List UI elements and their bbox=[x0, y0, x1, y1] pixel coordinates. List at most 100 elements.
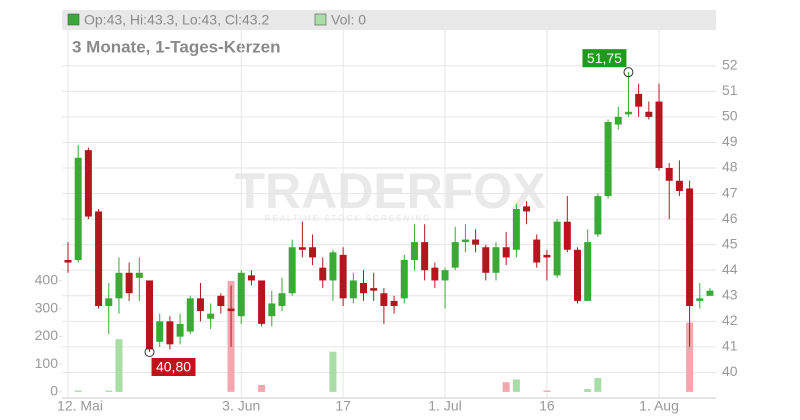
y-tick-label: 44 bbox=[722, 261, 738, 277]
watermark: TRADERFOX bbox=[234, 163, 545, 219]
candle-body bbox=[227, 308, 235, 312]
volume-bar bbox=[686, 322, 694, 392]
candle-body bbox=[125, 272, 133, 294]
candle-body bbox=[217, 295, 225, 306]
candle-body bbox=[594, 196, 602, 235]
x-tick-label: 17 bbox=[335, 398, 351, 414]
candle-body bbox=[309, 247, 317, 258]
candle-body bbox=[512, 208, 520, 250]
header-ohlc: Op:43, Hi:43.3, Lo:43, Cl:43.2 bbox=[84, 12, 269, 28]
volume-bar bbox=[115, 339, 123, 392]
candle-body bbox=[196, 298, 204, 312]
y-tick-label: 48 bbox=[722, 159, 738, 175]
annotation-box bbox=[151, 358, 196, 376]
header-volume: Vol: 0 bbox=[331, 12, 366, 28]
y2-tick-label: 400 bbox=[35, 272, 59, 288]
candle-body bbox=[675, 180, 683, 191]
candle-body bbox=[156, 321, 164, 342]
candle-body bbox=[360, 283, 368, 294]
candle-body bbox=[258, 280, 266, 324]
y-tick-label: 49 bbox=[722, 133, 738, 149]
y-tick-label: 50 bbox=[722, 108, 738, 124]
volume-bar bbox=[329, 351, 337, 392]
candle-body bbox=[166, 321, 174, 345]
candle-body bbox=[278, 293, 286, 306]
volume-bar bbox=[543, 390, 551, 392]
annotation-label: 40,80 bbox=[156, 359, 191, 375]
candle-body bbox=[329, 252, 337, 281]
watermark-sub: REALTIME STOCK SCREENING bbox=[265, 214, 432, 223]
x-tick-label: 16 bbox=[539, 398, 555, 414]
header-icon bbox=[67, 13, 80, 26]
annotation-label: 51,75 bbox=[587, 50, 622, 66]
y2-tick-label: 300 bbox=[35, 299, 59, 315]
candle-body bbox=[553, 221, 561, 276]
candle-body bbox=[207, 313, 215, 319]
candle-body bbox=[604, 122, 612, 197]
volume-bar bbox=[258, 384, 266, 392]
candle-body bbox=[574, 249, 581, 301]
candle-body bbox=[186, 298, 194, 332]
candle-body bbox=[370, 288, 378, 291]
candle-body bbox=[115, 272, 123, 299]
y-tick-label: 41 bbox=[722, 338, 738, 354]
candle-body bbox=[380, 293, 388, 306]
candle-body bbox=[84, 150, 92, 217]
candle-body bbox=[349, 280, 357, 299]
y-tick-label: 52 bbox=[722, 56, 738, 72]
y2-tick-label: 0 bbox=[50, 383, 58, 399]
volume-bar bbox=[74, 390, 82, 392]
annotation-marker bbox=[144, 347, 155, 357]
candle-body bbox=[319, 267, 327, 281]
candle-body bbox=[665, 168, 673, 181]
header-band bbox=[62, 10, 716, 30]
y-tick-label: 42 bbox=[722, 312, 738, 328]
candle-body bbox=[472, 239, 480, 245]
candle-body bbox=[176, 323, 184, 337]
x-tick-label: 3. Jun bbox=[222, 398, 260, 414]
x-tick-label: 12. Mai bbox=[57, 398, 103, 414]
candle-body bbox=[492, 247, 500, 273]
volume-bar bbox=[584, 389, 592, 392]
annotation-marker bbox=[623, 67, 634, 78]
candle-body bbox=[105, 298, 113, 306]
candle-body bbox=[624, 111, 632, 115]
candle-body bbox=[635, 93, 643, 107]
volume-bar bbox=[502, 382, 510, 392]
candle-body bbox=[696, 298, 704, 301]
y-tick-label: 45 bbox=[722, 235, 738, 251]
header-vol-icon bbox=[314, 13, 327, 26]
candle-body bbox=[64, 260, 72, 263]
y2-tick-label: 100 bbox=[35, 355, 59, 371]
y-tick-label: 43 bbox=[722, 286, 738, 302]
candle-body bbox=[410, 242, 418, 260]
candle-body bbox=[441, 270, 449, 281]
candle-body bbox=[95, 211, 103, 306]
y-tick-label: 51 bbox=[722, 82, 738, 98]
y-tick-label: 40 bbox=[722, 363, 738, 379]
y2-tick-label: 200 bbox=[35, 327, 59, 343]
candle-body bbox=[268, 303, 276, 317]
candle-body bbox=[146, 280, 154, 350]
candle-body bbox=[543, 254, 551, 258]
candle-body bbox=[523, 206, 531, 212]
candle-body bbox=[502, 247, 510, 258]
candle-body bbox=[686, 188, 694, 306]
subtitle: 3 Monate, 1-Tages-Kerzen bbox=[72, 37, 280, 56]
candle-body bbox=[237, 272, 245, 317]
candle-body bbox=[584, 242, 592, 301]
x-tick-label: 1. Jul bbox=[428, 398, 461, 414]
y-tick-label: 46 bbox=[722, 210, 738, 226]
candle-body bbox=[461, 239, 469, 243]
candle-body bbox=[451, 242, 459, 268]
volume-bar bbox=[512, 379, 520, 392]
candle-body bbox=[247, 275, 255, 281]
volume-bar bbox=[105, 390, 113, 392]
candle-body bbox=[288, 247, 296, 294]
candle-body bbox=[339, 254, 347, 299]
volume-bar bbox=[594, 378, 602, 392]
annotation-box bbox=[582, 49, 627, 68]
candle-body bbox=[400, 260, 408, 299]
candle-body bbox=[706, 290, 714, 296]
